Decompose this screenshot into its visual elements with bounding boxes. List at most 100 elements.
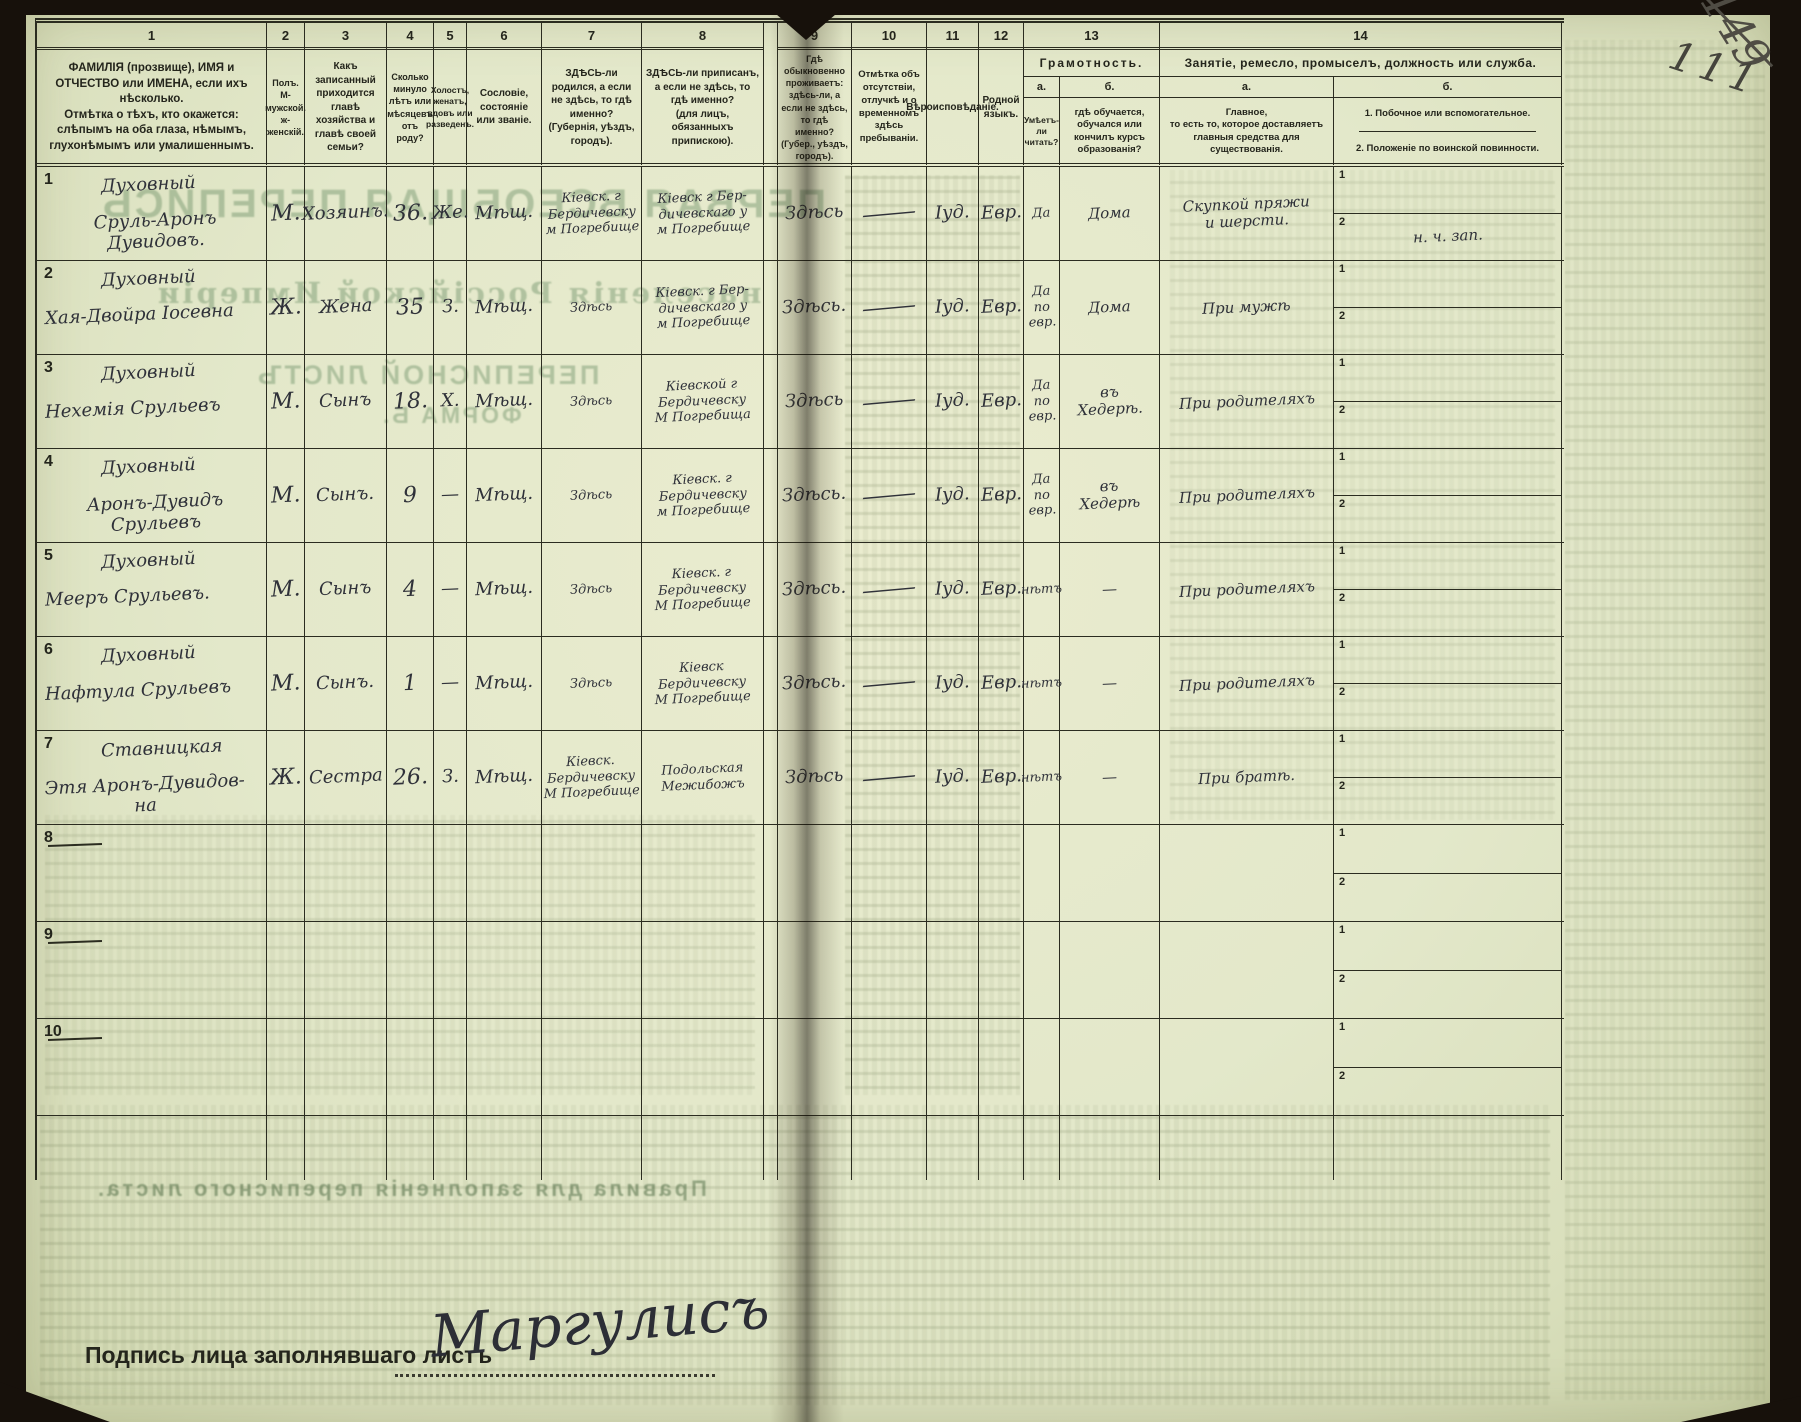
cell-absence: — [852,731,927,824]
cell-language [979,825,1024,921]
entry-military: н. ч. зап. [1412,225,1483,247]
cell-education [1060,1019,1160,1115]
side-occupation-subcell: 1 [1334,355,1561,402]
entry-birthplace: Кіевск. Бердичевску М Погребище [543,753,641,803]
cell-sex: М. [267,449,305,542]
cell-literacy [1024,825,1060,921]
cell-education: Дома [1060,261,1160,354]
cell-occupation-main: При родителяхъ [1160,637,1334,730]
cell-birthplace: Здѣсь [542,543,642,636]
cell-registration: Кіевск. г Бердичевску м Погребище [642,449,764,542]
military-subcell: 2 [1334,778,1561,824]
entry-sex: М. [270,670,301,697]
cell-literacy: нѣтъ [1021,731,1062,824]
cell-age: 18. [387,355,434,448]
row-number: 10 [44,1023,62,1040]
subrow-1-label: 1 [1339,545,1346,557]
cell-education: Дома [1060,167,1160,260]
cell-registration: Кіевск. г Бер- дичевскаго у м Погребище [642,261,764,354]
photo-top-edge [0,0,1801,15]
cell-occupation-side: 1 2 [1334,731,1562,824]
entry-marital: З. [441,295,459,318]
header-col-language: 12 Родной языкъ. [979,23,1024,166]
cell-sex: М. [267,637,305,730]
cell-absence [852,922,927,1018]
cell-residence: Здѣсь. [778,261,852,354]
cell-religion [927,825,979,921]
cell-marital: Же. [431,167,469,260]
cell-religion: Іуд. [927,355,979,448]
cell-relation: Сестра [305,731,387,824]
cell-absence: — [852,355,927,448]
cell-residence: Здѣсь [778,167,852,260]
cell-absence: — [852,167,927,260]
entry-education: въ Хедерѣ [1079,476,1141,514]
entry-name: Сруль-Аронъ Дувидовъ. [93,207,217,254]
entry-marital: З. [441,765,459,788]
entry-language: Евр. [980,577,1022,601]
subrow-2-label: 2 [1339,875,1346,888]
entry-religion: Іуд. [934,389,971,412]
cell-occupation-side: 1 2 [1334,261,1562,354]
entry-literacy: Да по евр. [1027,471,1057,519]
paper-background [26,12,1770,1422]
cell-marital: — [434,449,467,542]
column-line-stubs [37,1116,1564,1180]
subrow-2-label: 2 [1339,310,1346,322]
cell-sex [267,825,305,921]
table-row: 4 Духовный Аронъ-Дувидъ Срульевъ М. Сынъ… [37,449,1564,543]
cell-estate: Мѣщ. [467,355,542,448]
cell-relation [305,922,387,1018]
header-col-age: 4 Сколько минуло лѣтъ или мѣсяцевъ отъ р… [387,23,434,166]
entry-occupation: При родителяхъ [1178,670,1315,695]
cell-occupation-main [1160,1019,1334,1115]
cell-absence: — [852,543,927,636]
entry-sex: Ж. [269,294,302,321]
entry-registration: Кіевск. г Бердичевску М Погребище [654,564,752,615]
cell-relation: Хозяинъ. [302,167,389,260]
cell-estate: Мѣщ. [467,731,542,824]
page-fold-gap [764,167,778,260]
cell-literacy: Да по евр. [1024,261,1060,354]
entry-education: — [1101,579,1118,599]
entry-language: Евр. [980,483,1022,507]
table-row: 2 Духовный Хая-Двойра Іосевна Ж. Жена 35… [37,261,1564,355]
cell-education [1060,922,1160,1018]
cell-occupation-side: 1 2 [1334,355,1562,448]
table-row: 10 1 [37,1019,1564,1116]
entry-residence: Здѣсь [784,200,845,225]
cell-name: 3 Духовный Нехемія Срульевъ [37,355,267,448]
military-subcell: 2 [1334,684,1561,730]
row-number: 6 [44,641,53,658]
military-subcell: 2 [1334,874,1561,922]
cell-estate: Мѣщ. [467,637,542,730]
entry-relation: Сынъ [318,577,373,601]
table-row: 7 Ставницкая Этя Аронъ-Дувидов- на Ж. Се… [37,731,1564,825]
cell-occupation-main: При родителяхъ [1160,543,1334,636]
entry-education: Дома [1087,202,1132,223]
photo-left-edge [0,0,26,1422]
entry-education: Дома [1087,296,1132,317]
cell-occupation-main: Скупкой пряжи и шерсти. [1160,167,1334,260]
cell-registration: Кіевской г Бердичевску М Погребища [642,355,764,448]
occupation-main-header: Главное, то есть то, которое доставляетъ… [1160,98,1334,166]
cell-estate: Мѣщ. [467,167,542,260]
entry-name: Этя Аронъ-Дувидов- на [44,769,246,817]
cell-education: — [1060,637,1160,730]
cell-age: 1 [387,637,434,730]
cell-education: въ Хедерѣ [1060,449,1160,542]
entry-absence-dash: — [859,292,919,323]
cell-religion: Іуд. [927,167,979,260]
subrow-1-label: 1 [1339,639,1346,651]
subrow-1-label: 1 [1339,1021,1346,1033]
page-fold-gap [764,23,778,166]
cell-relation [305,825,387,921]
cell-religion: Іуд. [927,637,979,730]
cell-occupation-side: 1 2 [1334,1019,1562,1115]
page-fold-gap [764,825,778,921]
military-subcell: 2 [1334,308,1561,354]
row-number: 2 [44,265,53,282]
signature-label: Подпись лица заполнявшаго листъ [85,1342,493,1368]
page-fold-gap [764,922,778,1018]
cell-registration: Кіевск г Бер- дичевскаго у м Погребище [642,167,764,260]
